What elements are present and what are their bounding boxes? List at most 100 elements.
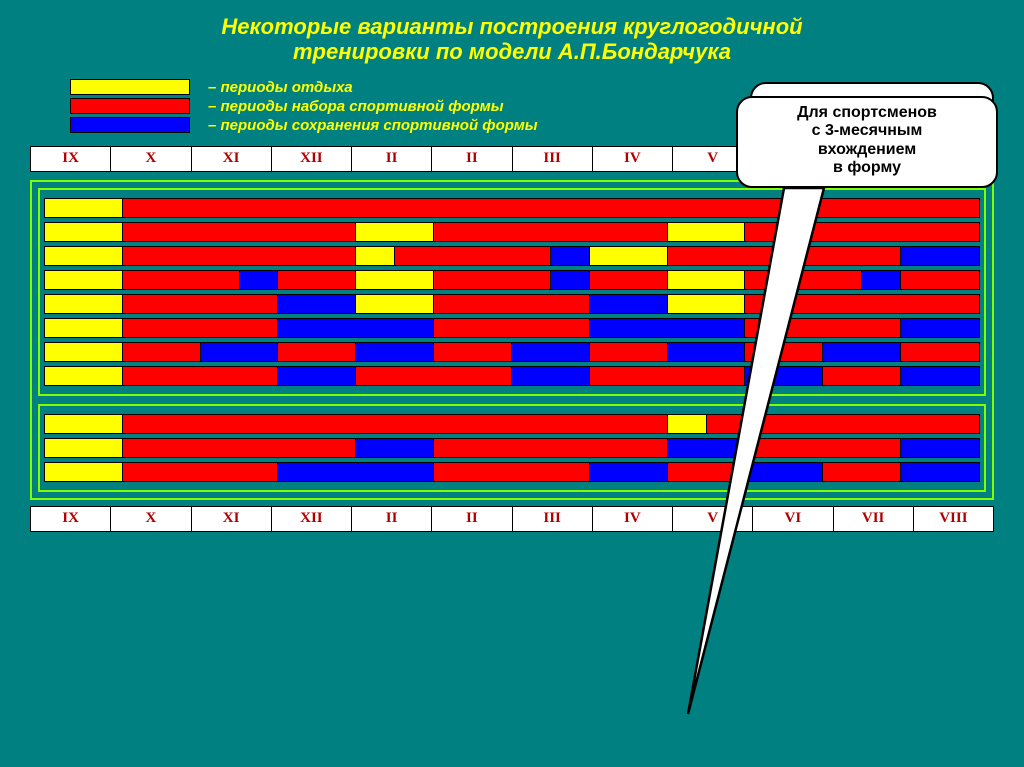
segment-maintain — [551, 271, 590, 289]
month-cell: IV — [593, 507, 673, 531]
segment-maintain — [201, 343, 279, 361]
segment-build — [823, 463, 901, 481]
variant-row — [44, 222, 980, 242]
segment-rest — [45, 223, 123, 241]
segment-build — [123, 415, 668, 433]
segment-build — [434, 463, 590, 481]
segment-maintain — [862, 271, 901, 289]
month-cell: XII — [272, 507, 352, 531]
segment-maintain — [356, 439, 434, 457]
segment-build — [590, 271, 668, 289]
callout-front-card: Для спортсменовс 3-месячнымвхождениемв ф… — [736, 96, 998, 188]
segment-build — [434, 319, 590, 337]
variant-row — [44, 198, 980, 218]
segment-maintain — [512, 367, 590, 385]
segment-build — [356, 367, 512, 385]
month-cell: VII — [834, 507, 914, 531]
segment-rest — [45, 271, 123, 289]
month-cell: X — [111, 507, 191, 531]
month-cell: II — [432, 507, 512, 531]
months-header-bottom: IXXXIXIIIIIIIIIIVVVIVIIVIII — [30, 506, 994, 532]
title-line-1: Некоторые варианты построения круглогоди… — [40, 14, 984, 39]
segment-maintain — [356, 343, 434, 361]
variant-group — [38, 188, 986, 396]
variant-row — [44, 462, 980, 482]
variant-row — [44, 438, 980, 458]
segment-maintain — [901, 463, 979, 481]
segment-maintain — [512, 343, 590, 361]
segment-build — [901, 271, 979, 289]
month-cell: III — [513, 147, 593, 171]
month-cell: II — [352, 147, 432, 171]
segment-build — [901, 343, 979, 361]
variant-row — [44, 294, 980, 314]
variant-group — [38, 404, 986, 492]
segment-maintain — [901, 439, 979, 457]
segment-build — [123, 463, 279, 481]
callout-line: с 3-месячным — [744, 122, 990, 140]
segment-maintain — [278, 319, 434, 337]
month-cell: IX — [31, 147, 111, 171]
segment-build — [434, 271, 551, 289]
month-cell: IX — [31, 507, 111, 531]
month-cell: XII — [272, 147, 352, 171]
callout-line: вхождением — [744, 141, 990, 159]
callout-line: в форму — [744, 159, 990, 177]
segment-rest — [356, 247, 395, 265]
month-cell: II — [432, 147, 512, 171]
segment-maintain — [901, 319, 979, 337]
segment-build — [590, 343, 668, 361]
legend-label: – периоды отдыха — [190, 79, 353, 96]
legend-swatch-build — [70, 98, 190, 114]
segment-maintain — [278, 463, 434, 481]
segment-maintain — [901, 367, 979, 385]
segment-build — [123, 247, 357, 265]
segment-maintain — [590, 295, 668, 313]
segment-build — [395, 247, 551, 265]
variant-row — [44, 270, 980, 290]
segment-rest — [45, 199, 123, 217]
segment-build — [278, 271, 356, 289]
segment-rest — [45, 295, 123, 313]
segment-rest — [45, 439, 123, 457]
segment-rest — [45, 319, 123, 337]
segment-maintain — [278, 367, 356, 385]
callout-line: Для спортсменов — [744, 104, 990, 122]
variant-row — [44, 414, 980, 434]
segment-rest — [45, 343, 123, 361]
month-cell: XI — [192, 147, 272, 171]
segment-build — [278, 343, 356, 361]
segment-maintain — [901, 247, 979, 265]
callout-tail — [664, 188, 834, 718]
segment-build — [823, 367, 901, 385]
segment-rest — [356, 271, 434, 289]
segment-build — [123, 343, 201, 361]
variant-row — [44, 246, 980, 266]
callout: Для спортсменовс 3-месячнымвхождениемв ф… — [736, 82, 996, 190]
segment-build — [434, 439, 668, 457]
month-cell: II — [352, 507, 432, 531]
segment-build — [123, 367, 279, 385]
segment-build — [434, 223, 668, 241]
segment-build — [123, 439, 357, 457]
segment-maintain — [823, 343, 901, 361]
variant-row — [44, 318, 980, 338]
month-cell: XI — [192, 507, 272, 531]
segment-build — [123, 319, 279, 337]
title-line-2: тренировки по модели А.П.Бондарчука — [40, 39, 984, 64]
segment-build — [123, 295, 279, 313]
month-cell: III — [513, 507, 593, 531]
legend-label: – периоды набора спортивной формы — [190, 98, 504, 115]
segment-build — [123, 223, 357, 241]
segment-maintain — [278, 295, 356, 313]
segment-rest — [45, 415, 123, 433]
legend-swatch-maintain — [70, 117, 190, 133]
segment-rest — [45, 367, 123, 385]
month-cell: X — [111, 147, 191, 171]
month-cell: VIII — [914, 507, 993, 531]
segment-build — [123, 199, 979, 217]
variant-row — [44, 342, 980, 362]
segment-rest — [45, 463, 123, 481]
segment-build — [123, 271, 240, 289]
segment-build — [434, 343, 512, 361]
